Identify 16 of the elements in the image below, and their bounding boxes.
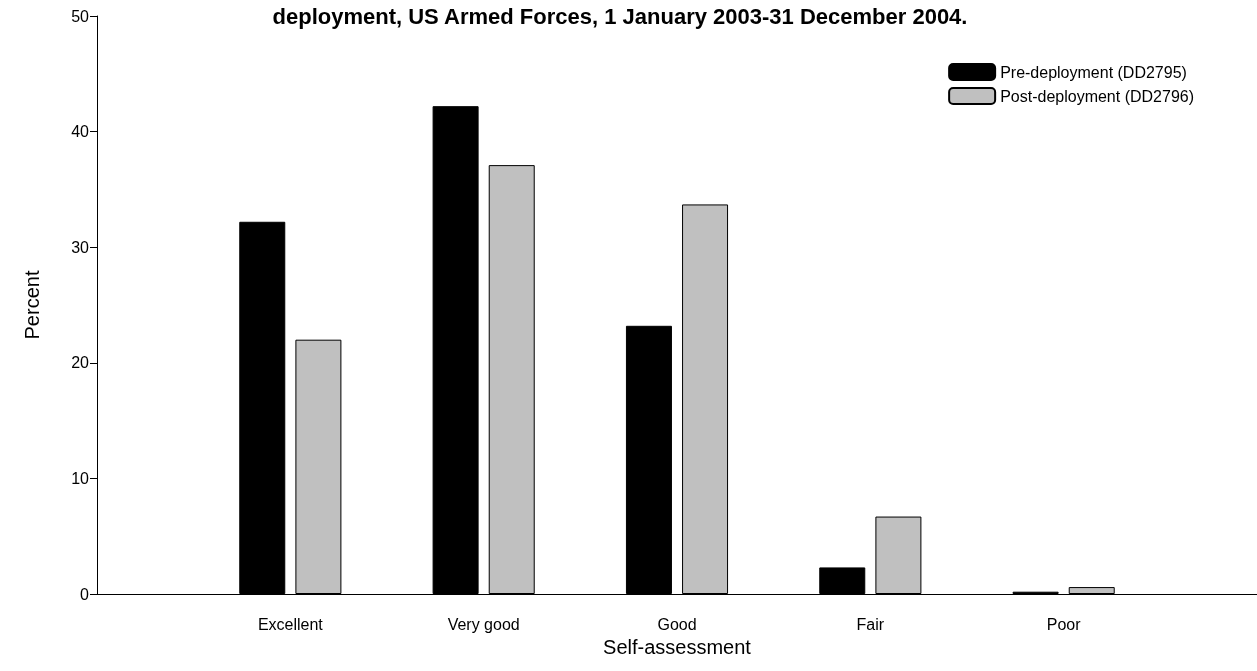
x-tick-label: Good (657, 615, 697, 633)
x-axis-title: Self-assessment (603, 635, 752, 658)
y-tick-label: 0 (80, 585, 90, 603)
x-tick-label: Very good (447, 615, 520, 633)
x-tick-label: Fair (856, 615, 885, 633)
y-tick-label: 30 (71, 238, 90, 256)
x-tick-label: Poor (1046, 615, 1082, 633)
y-tick-label: 20 (71, 354, 90, 372)
chart-title: deployment, US Armed Forces, 1 January 2003-31 December 2004. (272, 3, 968, 29)
y-tick-label: 10 (71, 469, 90, 487)
y-tick-label: 50 (71, 7, 90, 25)
x-tick-label: Excellent (257, 615, 324, 633)
legend-label: Post-deployment (DD2796) (1000, 87, 1195, 105)
y-axis-title: Percent (21, 270, 43, 340)
y-tick-label: 40 (71, 123, 90, 141)
legend-label: Pre-deployment (DD2795) (1000, 63, 1187, 81)
